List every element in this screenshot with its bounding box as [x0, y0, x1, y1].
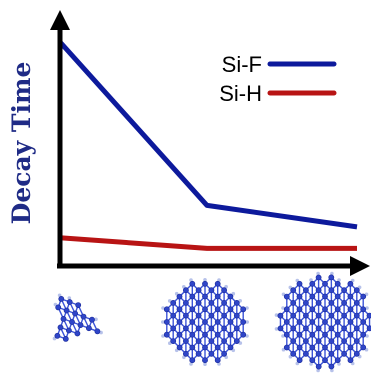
- y-axis-label: Decay Time: [7, 62, 36, 225]
- series-line-si-h: [59, 235, 357, 251]
- legend-item-si-h: Si-H: [219, 81, 337, 106]
- small-nanocrystal-icon: [52, 293, 103, 342]
- legend-item-si-f: Si-F: [222, 52, 337, 77]
- series-layer: [58, 40, 358, 251]
- medium-nanocrystal-icon: [161, 278, 249, 367]
- legend-label-si-h: Si-H: [219, 81, 262, 106]
- x-axis-nanocrystal-icons: [52, 271, 371, 373]
- legend: Si-F Si-H: [219, 52, 337, 106]
- large-nanocrystal-icon: [274, 271, 371, 373]
- legend-label-si-f: Si-F: [222, 52, 262, 77]
- series-line-si-f: [58, 40, 358, 230]
